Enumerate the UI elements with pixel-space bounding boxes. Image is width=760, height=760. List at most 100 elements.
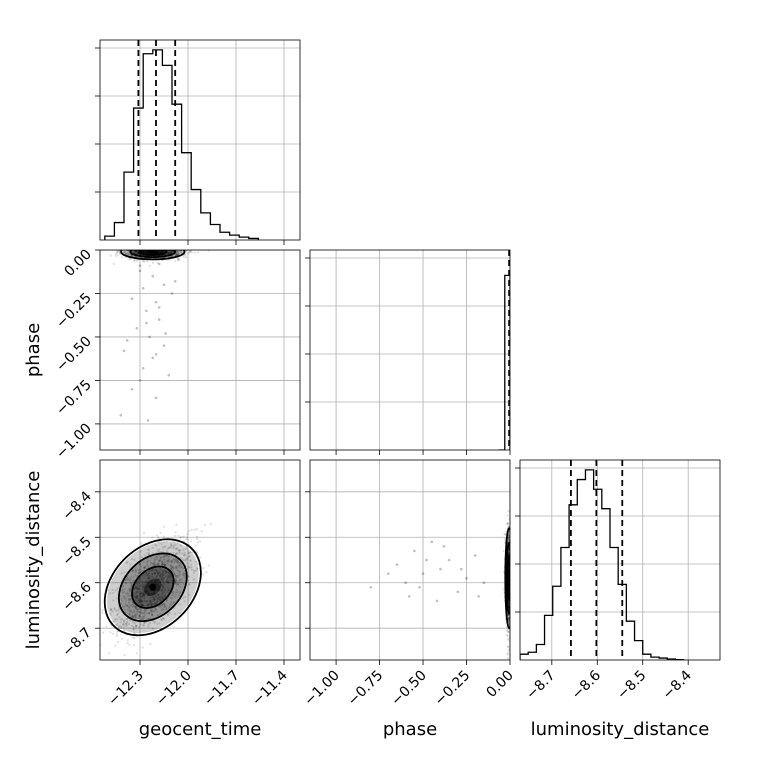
- sample-point: [144, 247, 146, 249]
- sample-point: [141, 569, 144, 572]
- sample-point: [369, 585, 373, 589]
- sample-point: [162, 584, 165, 587]
- sample-point: [122, 626, 125, 629]
- sample-point: [152, 248, 154, 250]
- sample-point: [511, 577, 513, 579]
- sample-point: [511, 574, 513, 576]
- sample-point: [141, 244, 143, 246]
- sample-point: [154, 568, 157, 571]
- sample-point: [508, 570, 510, 573]
- sample-point: [162, 594, 166, 597]
- sample-point: [194, 544, 197, 547]
- sample-point: [142, 588, 145, 591]
- sample-point: [157, 247, 159, 249]
- sample-point: [157, 596, 160, 599]
- sample-point: [150, 557, 153, 560]
- sample-point: [150, 604, 153, 607]
- sample-point: [152, 246, 154, 248]
- sample-point: [147, 584, 150, 587]
- sample-point: [141, 591, 144, 595]
- sample-point: [145, 585, 148, 588]
- sample-point: [124, 604, 127, 607]
- sample-point: [141, 250, 144, 253]
- sample-point: [109, 631, 112, 634]
- sample-point: [147, 580, 151, 583]
- sample-point: [168, 246, 170, 248]
- sample-point: [137, 588, 140, 591]
- sample-point: [508, 568, 510, 571]
- sample-point: [144, 250, 148, 252]
- sample-point: [502, 549, 505, 553]
- sample-point: [138, 600, 142, 603]
- sample-point: [511, 588, 513, 590]
- sample-point: [170, 292, 174, 295]
- sample-point: [124, 588, 127, 591]
- sample-point: [138, 614, 141, 617]
- sample-point: [144, 250, 147, 254]
- sample-point: [114, 623, 118, 627]
- sample-point: [148, 594, 151, 597]
- sample-point: [156, 588, 159, 591]
- sample-point: [184, 253, 187, 256]
- sample-point: [506, 653, 509, 656]
- sample-point: [154, 247, 156, 249]
- sample-point: [156, 251, 160, 254]
- sample-point: [142, 624, 146, 627]
- sample-point: [465, 576, 468, 580]
- sample-point: [138, 614, 141, 617]
- sample-point: [510, 596, 512, 598]
- sample-point: [512, 577, 514, 579]
- sample-point: [156, 613, 160, 616]
- sample-point: [171, 565, 175, 568]
- sample-point: [121, 591, 124, 594]
- sample-point: [511, 585, 513, 587]
- sample-point: [167, 247, 169, 249]
- sample-point: [511, 592, 513, 594]
- sample-point: [165, 571, 168, 574]
- sample-point: [510, 612, 512, 614]
- sample-point: [137, 598, 140, 601]
- sample-point: [512, 510, 514, 512]
- sample-point: [167, 573, 170, 576]
- sample-point: [159, 250, 162, 253]
- sample-point: [153, 620, 157, 623]
- sample-point: [147, 250, 150, 253]
- sample-point: [150, 604, 153, 607]
- sample-point: [168, 247, 170, 249]
- sample-point: [171, 250, 174, 253]
- sample-point: [512, 596, 514, 598]
- sample-point: [173, 572, 176, 576]
- sample-point: [166, 245, 168, 247]
- sample-point: [146, 582, 149, 585]
- sample-point: [170, 247, 172, 249]
- sample-point: [172, 568, 175, 571]
- sample-point: [176, 566, 179, 569]
- sample-point: [133, 251, 136, 255]
- sample-point: [163, 247, 165, 249]
- sample-point: [195, 567, 199, 570]
- sample-point: [118, 251, 121, 254]
- density-peak: [149, 583, 157, 591]
- sample-point: [143, 589, 146, 592]
- sample-point: [161, 573, 164, 576]
- sample-point: [162, 578, 165, 581]
- sample-point: [508, 582, 510, 585]
- sample-point: [511, 606, 513, 608]
- sample-point: [172, 594, 175, 597]
- sample-point: [126, 620, 129, 623]
- sample-point: [133, 258, 136, 262]
- sample-point: [146, 419, 150, 422]
- sample-point: [157, 583, 160, 586]
- sample-point: [508, 606, 510, 609]
- sample-point: [114, 254, 117, 257]
- sample-point: [151, 245, 153, 247]
- sample-point: [511, 583, 513, 585]
- sample-point: [507, 600, 510, 603]
- sample-point: [152, 608, 156, 611]
- sample-point: [123, 622, 126, 626]
- sample-point: [145, 247, 147, 249]
- sample-point: [430, 540, 434, 544]
- sample-point: [155, 252, 159, 255]
- sample-point: [151, 627, 154, 630]
- sample-point: [166, 250, 170, 252]
